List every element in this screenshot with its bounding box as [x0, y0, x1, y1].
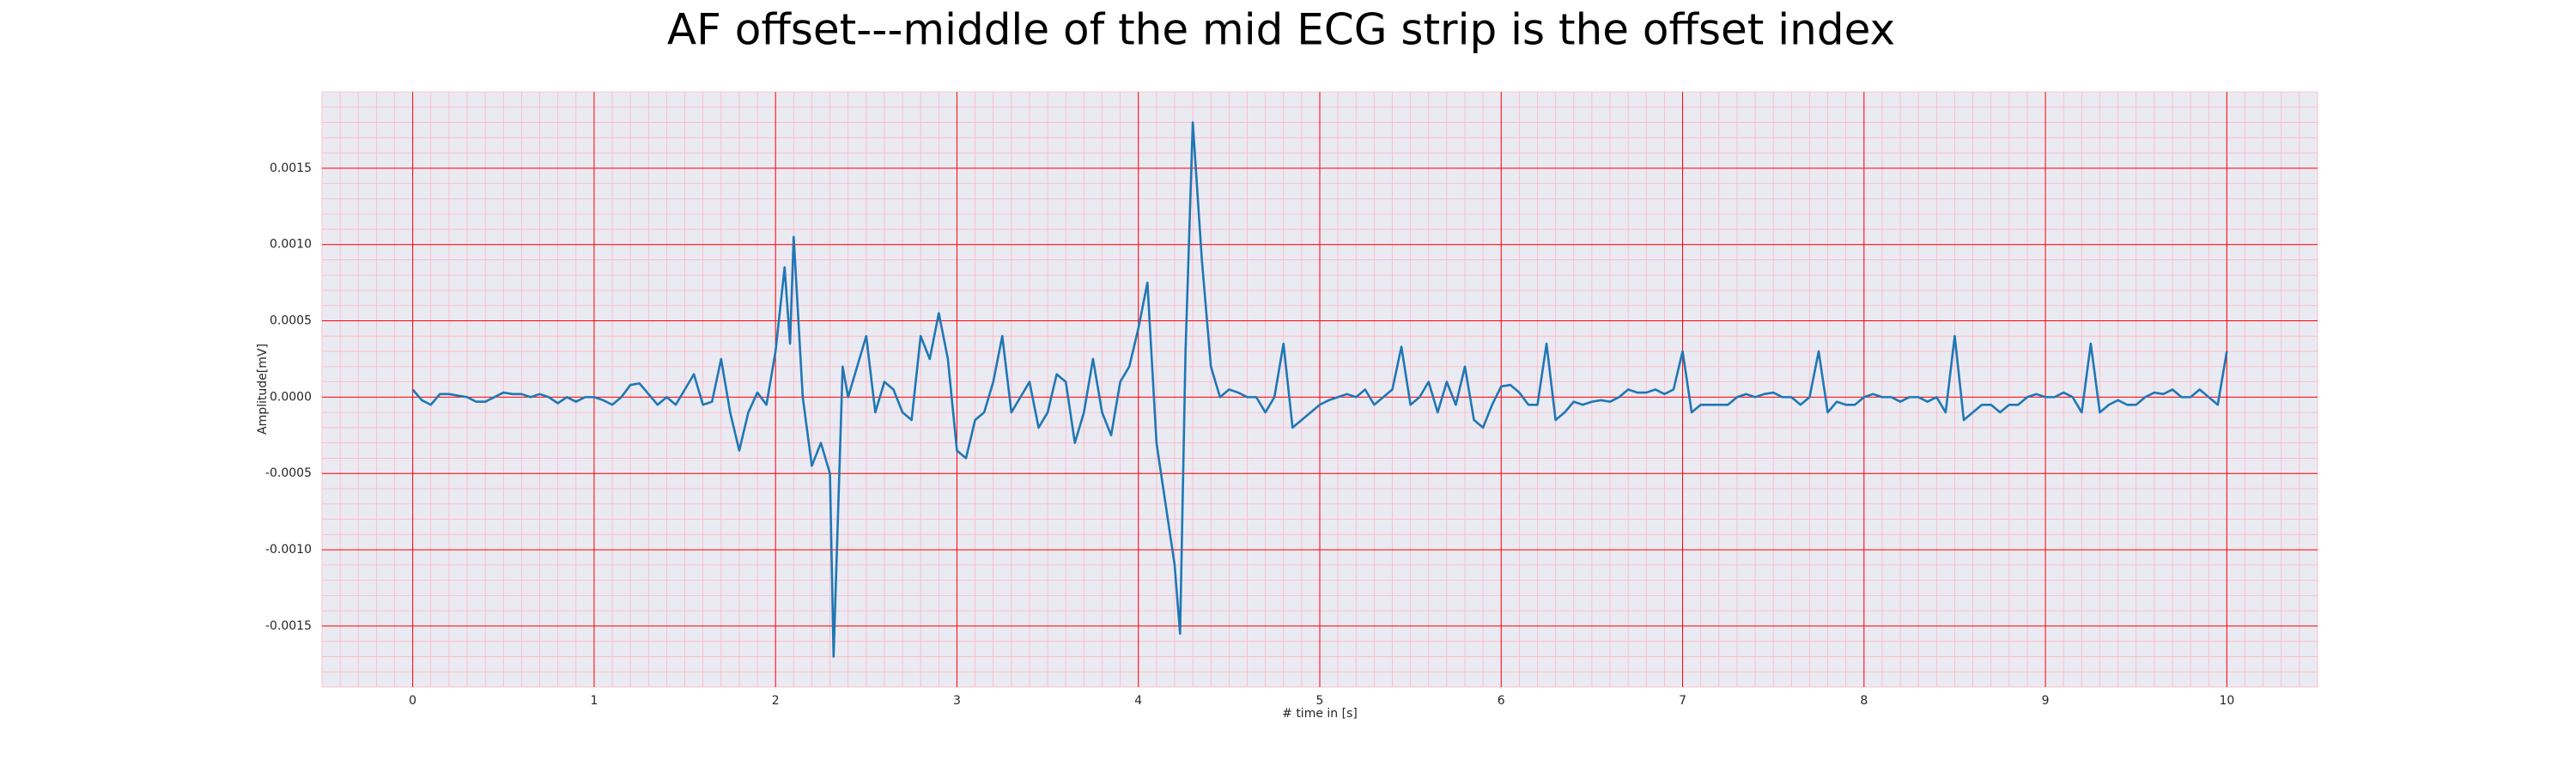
x-tick-label: 0	[409, 694, 416, 708]
x-tick-label: 5	[1316, 694, 1324, 708]
y-tick-label: 0.0005	[270, 314, 312, 328]
x-tick-label: 3	[953, 694, 961, 708]
x-tick-label: 4	[1134, 694, 1142, 708]
y-tick-label: 0.0000	[270, 390, 312, 404]
x-tick-label: 1	[590, 694, 598, 708]
x-tick-label: 7	[1679, 694, 1686, 708]
y-axis-label: Amplitude[mV]	[256, 344, 270, 435]
y-tick-label: -0.0010	[265, 543, 312, 557]
y-tick-label: 0.0010	[270, 238, 312, 252]
y-tick-label: -0.0005	[265, 466, 312, 480]
x-tick-label: 6	[1498, 694, 1505, 708]
chart-title: AF offset---middle of the mid ECG strip …	[667, 5, 1895, 55]
x-tick-label: 10	[2219, 694, 2234, 708]
y-tick-label: 0.0015	[270, 161, 312, 175]
y-tick-label: -0.0015	[265, 619, 312, 633]
ecg-line	[411, 121, 2228, 658]
x-tick-label: 8	[1860, 694, 1868, 708]
x-tick-label: 2	[772, 694, 780, 708]
x-tick-label: 9	[2042, 694, 2050, 708]
x-axis-label: # time in [s]	[1282, 707, 1358, 721]
